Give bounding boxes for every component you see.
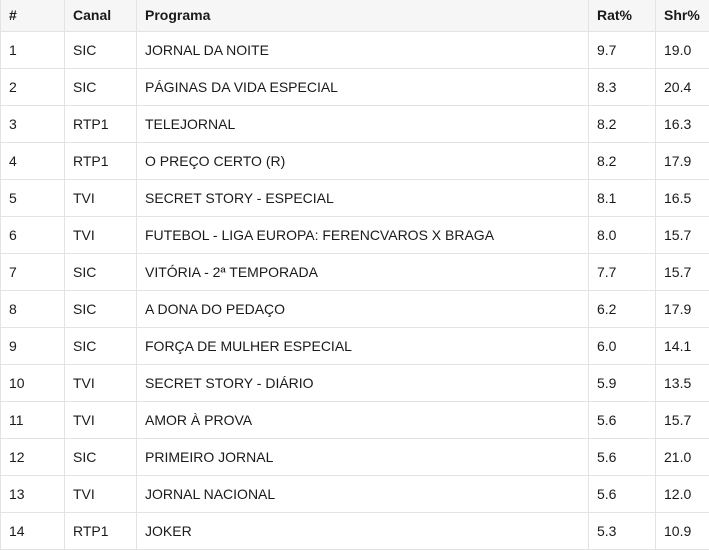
cell-canal: TVI — [65, 216, 137, 253]
cell-rank: 11 — [1, 401, 65, 438]
cell-rating: 8.2 — [589, 142, 656, 179]
table-header: # Canal Programa Rat% Shr% — [1, 0, 709, 31]
cell-share: 15.7 — [656, 401, 709, 438]
cell-rating: 9.7 — [589, 31, 656, 68]
cell-canal: SIC — [65, 253, 137, 290]
cell-programa: JOKER — [137, 512, 589, 549]
cell-canal: SIC — [65, 31, 137, 68]
cell-programa: VITÓRIA - 2ª TEMPORADA — [137, 253, 589, 290]
header-programa: Programa — [137, 0, 589, 31]
cell-rank: 2 — [1, 68, 65, 105]
cell-rating: 5.6 — [589, 401, 656, 438]
cell-share: 13.5 — [656, 364, 709, 401]
cell-rating: 5.6 — [589, 475, 656, 512]
cell-rank: 12 — [1, 438, 65, 475]
cell-canal: RTP1 — [65, 105, 137, 142]
cell-share: 20.4 — [656, 68, 709, 105]
cell-rank: 6 — [1, 216, 65, 253]
cell-rank: 1 — [1, 31, 65, 68]
header-row: # Canal Programa Rat% Shr% — [1, 0, 709, 31]
cell-canal: SIC — [65, 68, 137, 105]
cell-programa: JORNAL DA NOITE — [137, 31, 589, 68]
cell-programa: JORNAL NACIONAL — [137, 475, 589, 512]
cell-canal: SIC — [65, 438, 137, 475]
cell-programa: PÁGINAS DA VIDA ESPECIAL — [137, 68, 589, 105]
cell-share: 19.0 — [656, 31, 709, 68]
cell-rating: 8.1 — [589, 179, 656, 216]
cell-rating: 8.0 — [589, 216, 656, 253]
header-rating: Rat% — [589, 0, 656, 31]
cell-canal: TVI — [65, 179, 137, 216]
cell-canal: SIC — [65, 290, 137, 327]
cell-share: 15.7 — [656, 253, 709, 290]
header-share: Shr% — [656, 0, 709, 31]
cell-rating: 5.3 — [589, 512, 656, 549]
cell-rank: 5 — [1, 179, 65, 216]
cell-rank: 4 — [1, 142, 65, 179]
cell-share: 14.1 — [656, 327, 709, 364]
cell-rank: 8 — [1, 290, 65, 327]
cell-programa: SECRET STORY - DIÁRIO — [137, 364, 589, 401]
cell-rating: 5.6 — [589, 438, 656, 475]
header-rank: # — [1, 0, 65, 31]
cell-share: 10.9 — [656, 512, 709, 549]
cell-programa: O PREÇO CERTO (R) — [137, 142, 589, 179]
cell-share: 17.9 — [656, 142, 709, 179]
cell-canal: TVI — [65, 364, 137, 401]
cell-rating: 6.2 — [589, 290, 656, 327]
cell-programa: FORÇA DE MULHER ESPECIAL — [137, 327, 589, 364]
cell-programa: SECRET STORY - ESPECIAL — [137, 179, 589, 216]
cell-programa: TELEJORNAL — [137, 105, 589, 142]
header-canal: Canal — [65, 0, 137, 31]
cell-rating: 8.3 — [589, 68, 656, 105]
cell-rank: 10 — [1, 364, 65, 401]
cell-rank: 9 — [1, 327, 65, 364]
cell-share: 16.3 — [656, 105, 709, 142]
cell-rank: 14 — [1, 512, 65, 549]
cell-rating: 5.9 — [589, 364, 656, 401]
cell-rating: 6.0 — [589, 327, 656, 364]
cell-canal: SIC — [65, 327, 137, 364]
cell-rating: 7.7 — [589, 253, 656, 290]
cell-canal: RTP1 — [65, 512, 137, 549]
cell-share: 21.0 — [656, 438, 709, 475]
cell-programa: AMOR À PROVA — [137, 401, 589, 438]
cell-share: 16.5 — [656, 179, 709, 216]
cell-programa: PRIMEIRO JORNAL — [137, 438, 589, 475]
cell-canal: RTP1 — [65, 142, 137, 179]
cell-canal: TVI — [65, 401, 137, 438]
cell-share: 15.7 — [656, 216, 709, 253]
cell-share: 12.0 — [656, 475, 709, 512]
cell-rank: 13 — [1, 475, 65, 512]
cell-programa: FUTEBOL - LIGA EUROPA: FERENCVAROS X BRA… — [137, 216, 589, 253]
cell-programa: A DONA DO PEDAÇO — [137, 290, 589, 327]
cell-share: 17.9 — [656, 290, 709, 327]
cell-canal: TVI — [65, 475, 137, 512]
cell-rating: 8.2 — [589, 105, 656, 142]
cell-rank: 7 — [1, 253, 65, 290]
cell-rank: 3 — [1, 105, 65, 142]
